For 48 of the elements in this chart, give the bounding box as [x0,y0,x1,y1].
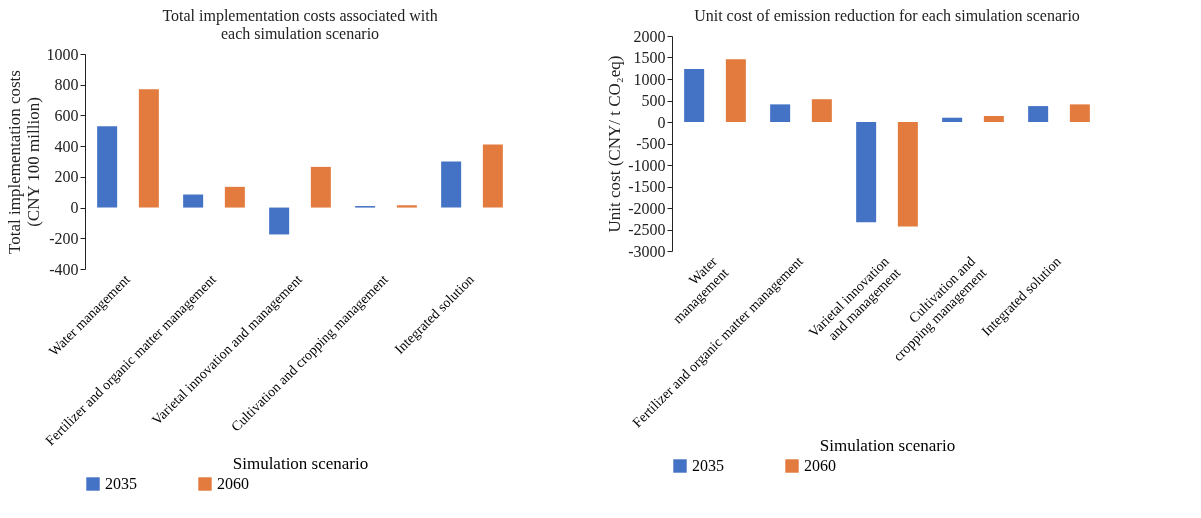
y-tick-label: 1000 [633,70,666,88]
y-tick-label: -2500 [628,221,666,238]
y-tick-label: -3000 [628,242,666,260]
chart-title: Total implementation costs associated with each simulation scenario [162,7,438,42]
bar [269,207,290,235]
bar [224,186,245,208]
y-axis-title: Unit cost (CNY/ t CO₂eq) [605,55,625,233]
y-tick-label: 400 [54,137,79,155]
bar [856,122,877,223]
y-tick-label: 2000 [633,27,666,45]
y-tick-label: 600 [54,106,79,124]
bar [441,161,462,208]
bar [183,194,204,208]
y-tick-label: 800 [54,76,79,94]
y-axis-title: Total implementation costs (CNY 100 million) [4,70,43,254]
bar [725,59,746,122]
x-axis-title: Simulation scenario [819,436,956,456]
legend-label: 2035 [105,475,137,492]
bar [97,126,118,208]
x-axis-title: Simulation scenario [232,454,369,474]
y-tick-label: 1000 [46,45,79,63]
y-tick-label: 500 [641,92,666,109]
bar [482,144,503,208]
y-tick-label: 1500 [633,49,666,66]
y-tick-label: -200 [49,229,79,247]
y-tick-label: -2000 [628,199,666,217]
bar [1028,106,1049,122]
y-tick-label: -1000 [628,156,666,174]
legend-label: 2035 [692,457,724,474]
bar [396,205,417,208]
y-tick-label: -400 [49,260,79,278]
legend-label: 2060 [804,457,836,474]
bar [942,117,963,122]
bar [138,89,159,208]
y-tick-label: 0 [70,199,79,217]
y-tick-label: -500 [636,135,666,152]
bar [770,104,791,122]
chart-title: Unit cost of emission reduction for each simulation scenario [694,7,1080,24]
y-tick-label: 0 [657,113,666,131]
bar [811,99,832,122]
legend-label: 2060 [217,475,249,492]
bar [310,166,331,208]
bar [1069,104,1090,122]
y-tick-label: 200 [54,168,79,186]
bar [684,69,705,122]
bar [897,122,918,227]
bar [983,115,1004,122]
y-tick-label: -1500 [628,178,666,195]
